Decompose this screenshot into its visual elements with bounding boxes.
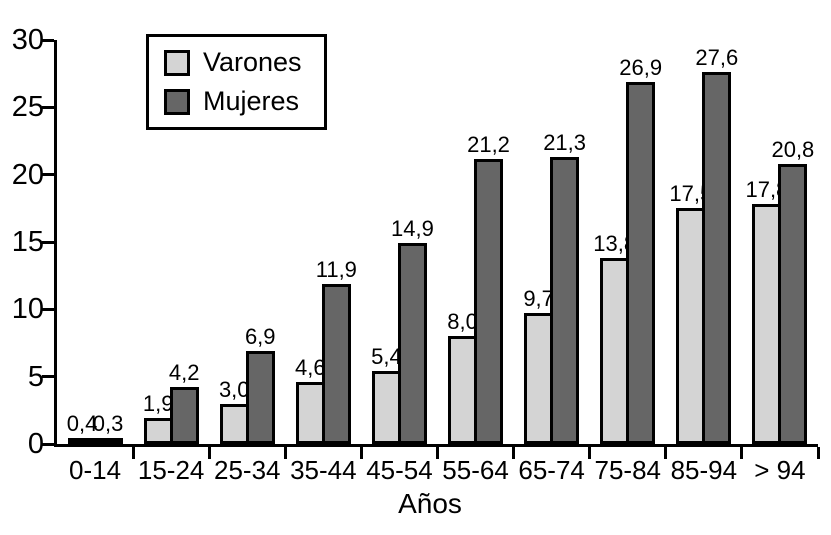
- bar-varones-25-34: 3,0: [219, 378, 250, 444]
- legend-item-varones: Varones: [164, 49, 302, 76]
- bar-mujeres-15-24: 4,2: [169, 362, 199, 444]
- legend-swatch-icon: [164, 88, 190, 115]
- y-axis-line: [54, 40, 57, 447]
- legend-label: Varones: [203, 47, 302, 77]
- bar-group-55-64: 8,0 21,2: [437, 40, 513, 444]
- y-axis-tick: [42, 240, 54, 244]
- bar-group-0-14: 0,4 0,3: [57, 40, 133, 444]
- bar-value-label: 9,7: [523, 286, 554, 312]
- bar-varones-55-64: 8,0: [447, 311, 478, 444]
- x-category-label-65-74: 65-74: [518, 455, 585, 485]
- x-axis-tick: [436, 447, 439, 459]
- x-category-label-25-34: 25-34: [214, 455, 281, 485]
- x-category-label-85-94: 85-94: [670, 455, 738, 485]
- bar-group-> 94: 17,8 20,8: [742, 40, 818, 444]
- x-axis-tick: [588, 447, 592, 459]
- x-axis-tick: [207, 447, 211, 459]
- y-axis-tick: [42, 375, 54, 379]
- bar-varones-75-84: 13,8: [593, 233, 636, 444]
- y-axis-tick-label: 25: [11, 91, 44, 124]
- bar-value-label: 21,3: [543, 130, 587, 156]
- x-category-label-15-24: 15-24: [137, 455, 205, 485]
- bar-varones-45-54: 5,4: [371, 346, 402, 444]
- bar-value-label: 8,0: [447, 309, 478, 335]
- bar-varones-15-24: 1,9: [143, 393, 173, 444]
- bar-group-75-84: 13,8 26,9: [590, 40, 666, 444]
- bar-value-label: 17,5: [669, 181, 713, 207]
- bar-varones-35-44: 4,6: [295, 357, 326, 444]
- bar-value-label: 4,6: [295, 355, 326, 381]
- legend-item-mujeres: Mujeres: [164, 88, 302, 115]
- bar-value-label: 11,9: [315, 256, 357, 282]
- bar-varones-65-74: 9,7: [523, 288, 554, 444]
- bar-value-label: 6,9: [244, 324, 276, 350]
- bar-varones-> 94: 17,8: [745, 179, 788, 444]
- bar-mujeres-65-74: 21,3: [543, 132, 586, 444]
- bar-mujeres-85-94: 27,6: [695, 47, 738, 444]
- y-axis-tick-label: 30: [11, 24, 44, 56]
- y-axis-tick-label: 15: [11, 226, 44, 258]
- bar-value-label: 14,9: [391, 216, 434, 242]
- bar-value-label: 21,2: [467, 131, 510, 157]
- y-axis-tick: [42, 38, 54, 42]
- x-axis-title: Años: [398, 488, 462, 519]
- bar-group-25-34: 3,0 6,9: [209, 40, 285, 444]
- bar-group-15-24: 1,9 4,2: [133, 40, 209, 444]
- bar-group-45-54: 5,4 14,9: [361, 40, 437, 444]
- bar-value-label: 1,9: [142, 391, 174, 417]
- bar-group-85-94: 17,5 27,6: [666, 40, 742, 444]
- bar-value-label: 20,8: [771, 136, 815, 162]
- bar-value-label: 0,3: [92, 411, 124, 436]
- y-axis-tick-label: 5: [27, 360, 44, 393]
- y-axis-tick: [42, 442, 54, 446]
- x-axis-tick: [816, 447, 820, 459]
- x-category-label-75-84: 75-84: [594, 455, 662, 485]
- bar-value-label: 17,8: [745, 177, 789, 203]
- bar-value-label: 3,0: [218, 376, 250, 402]
- bar-value-label: 0,4: [66, 411, 98, 436]
- bar-value-label: 13,8: [593, 231, 637, 257]
- bar-varones-85-94: 17,5: [669, 183, 712, 444]
- bar-mujeres-> 94: 20,8: [771, 138, 814, 444]
- y-axis-tick: [42, 173, 54, 177]
- x-axis-tick: [283, 447, 287, 459]
- y-axis-tick-label: 0: [27, 428, 44, 460]
- bar-mujeres-0-14: 0,3: [93, 413, 123, 444]
- bar-mujeres-45-54: 14,9: [391, 218, 434, 444]
- x-category-label-0-14: 0-14: [69, 455, 122, 485]
- x-category-label-55-64: 55-64: [442, 455, 509, 485]
- bar-varones-0-14: 0,4: [67, 413, 97, 444]
- legend-label: Mujeres: [203, 86, 300, 116]
- legend: Varones Mujeres: [146, 34, 327, 130]
- bar-mujeres-55-64: 21,2: [467, 133, 510, 444]
- bar-group-65-74: 9,7 21,3: [514, 40, 590, 444]
- bar-mujeres-75-84: 26,9: [619, 56, 662, 444]
- x-axis-tick: [740, 447, 744, 459]
- x-axis-tick: [131, 447, 135, 459]
- bar-mujeres-35-44: 11,9: [316, 258, 357, 444]
- bar-group-35-44: 4,6 11,9: [285, 40, 361, 444]
- x-axis-tick: [359, 447, 363, 459]
- x-axis-tick: [664, 447, 668, 459]
- legend-swatch-icon: [164, 49, 190, 76]
- x-axis-line: [54, 444, 818, 447]
- bar-value-label: 26,9: [619, 54, 663, 80]
- x-category-label-> 94: > 94: [754, 455, 806, 485]
- x-category-label-45-54: 45-54: [366, 455, 433, 485]
- y-axis-tick: [42, 307, 54, 311]
- bar-value-label: 4,2: [168, 360, 200, 386]
- y-axis-tick: [42, 105, 54, 109]
- y-axis-tick-label: 10: [11, 293, 44, 326]
- plot-area: 0,4 0,3 1,9 4,2 3,0 6,9 4,6 11,9 5,4 14,9 8,0 21,2 9…: [42, 38, 820, 459]
- x-axis-tick: [512, 447, 516, 459]
- bar-mujeres-25-34: 6,9: [245, 326, 276, 444]
- x-category-label-35-44: 35-44: [290, 455, 357, 485]
- bar-value-label: 27,6: [695, 45, 739, 71]
- bar-value-label: 5,4: [371, 344, 402, 370]
- y-axis-tick-label: 20: [11, 158, 44, 191]
- bar-groups: 0,4 0,3 1,9 4,2 3,0 6,9 4,6 11,9 5,4 14,9 8,0 21,2 9…: [57, 40, 818, 444]
